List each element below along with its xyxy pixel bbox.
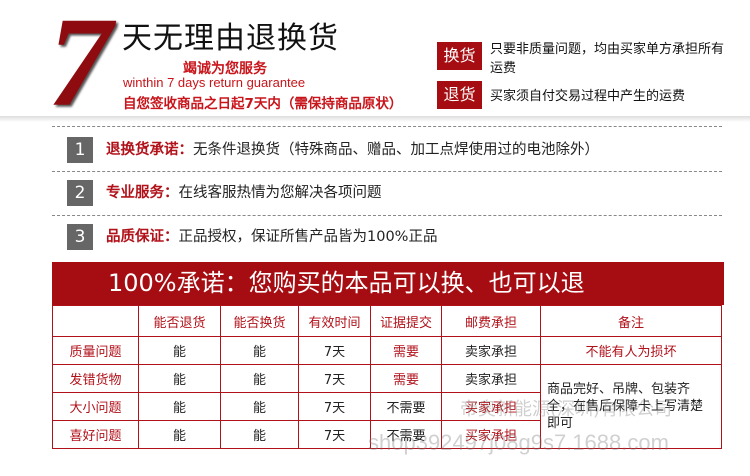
table-header-row: 能否退货 能否换货 有效时间 证据提交 邮费承担 备注 xyxy=(52,305,722,337)
cell: 能 xyxy=(220,392,299,421)
table-row: 喜好问题 能 能 7天 不需要 买家承担 xyxy=(52,420,722,449)
return-badge: 退货 xyxy=(437,81,482,109)
row-label: 大小问题 xyxy=(52,392,139,421)
list-item: 品质保证：正品授权，保证所售产品皆为100%正品 xyxy=(106,224,437,250)
item-number: 2 xyxy=(67,180,93,206)
table-row: 发错货物 能 能 7天 需要 卖家承担 商品完好、吊牌、包装齐全，在售后保障卡上… xyxy=(52,364,722,449)
exchange-badge: 换货 xyxy=(437,42,482,70)
cell: 买家承担 xyxy=(441,420,541,449)
cell: 能 xyxy=(220,336,299,365)
cell: 卖家承担 xyxy=(441,364,541,393)
row-label: 质量问题 xyxy=(52,336,139,365)
header-cell xyxy=(52,305,139,337)
cell: 不能有人为损坏 xyxy=(540,336,722,365)
condition-text: 自您签收商品之日起7天内（需保持商品原状） xyxy=(123,96,403,112)
cell: 7天 xyxy=(298,336,371,365)
header-cell: 证据提交 xyxy=(370,305,442,337)
watermark-company: 帝奥新能源(深圳)有限公司 xyxy=(460,399,673,420)
cell: 7天 xyxy=(298,420,371,449)
list-item: 退换货承诺：无条件退换货（特殊商品、赠品、加工点焊使用过的电池除外） xyxy=(106,137,599,163)
seven-logo: 7 xyxy=(48,0,112,133)
row-label: 喜好问题 xyxy=(52,420,139,449)
item-label: 品质保证： xyxy=(106,229,179,245)
table-row: 大小问题 能 能 7天 不需要 买家承担 xyxy=(52,392,722,421)
cell: 7天 xyxy=(298,364,371,393)
item-label: 退换货承诺： xyxy=(106,142,193,158)
table-row: 质量问题 能 能 7天 需要 卖家承担 不能有人为损坏 xyxy=(52,336,722,365)
exchange-policy: 只要非质量问题，均由买家单方承担所有运费 xyxy=(490,42,725,76)
item-text: 正品授权，保证所售产品皆为100%正品 xyxy=(178,229,438,245)
slogan-en: winthin 7 days return guarantee xyxy=(123,75,306,90)
header-cell: 邮费承担 xyxy=(441,305,541,337)
slogan-cn: 竭诚为您服务 xyxy=(183,61,267,77)
cell: 能 xyxy=(220,364,299,393)
cell: 需要 xyxy=(370,336,442,365)
page-title: 天无理由退换货 xyxy=(122,21,339,56)
return-policy: 买家须自付交易过程中产生的运费 xyxy=(490,89,686,104)
cell: 不需要 xyxy=(370,420,442,449)
header-cell: 备注 xyxy=(540,305,722,337)
cell: 卖家承担 xyxy=(441,336,541,365)
cell: 能 xyxy=(138,392,221,421)
cell: 买家承担 xyxy=(441,392,541,421)
cell: 能 xyxy=(138,420,221,449)
header-cell: 能否退货 xyxy=(138,305,221,337)
cell: 能 xyxy=(138,364,221,393)
list-item: 专业服务：在线客服热情为您解决各项问题 xyxy=(106,180,382,206)
header-divider xyxy=(0,116,750,122)
item-number: 3 xyxy=(67,224,93,250)
row-label: 发错货物 xyxy=(52,364,139,393)
cell: 需要 xyxy=(370,364,442,393)
cell: 能 xyxy=(220,420,299,449)
return-policy-table: 能否退货 能否换货 有效时间 证据提交 邮费承担 备注 质量问题 能 能 7天 … xyxy=(52,305,722,449)
watermark-shop: shop392497j08g9s7.1688.com xyxy=(368,430,669,455)
divider xyxy=(52,126,722,127)
divider xyxy=(52,171,722,172)
item-number: 1 xyxy=(67,137,93,163)
header-cell: 有效时间 xyxy=(298,305,371,337)
divider xyxy=(52,215,722,216)
merged-note: 商品完好、吊牌、包装齐全，在售后保障卡上写清楚即可 xyxy=(540,364,722,449)
item-label: 专业服务： xyxy=(106,185,179,201)
item-text: 在线客服热情为您解决各项问题 xyxy=(178,185,382,201)
item-text: 无条件退换货（特殊商品、赠品、加工点焊使用过的电池除外） xyxy=(193,142,599,158)
cell: 能 xyxy=(138,336,221,365)
cell: 不需要 xyxy=(370,392,442,421)
header-cell: 能否换货 xyxy=(220,305,299,337)
promise-banner: 100%承诺：您购买的本品可以换、也可以退 xyxy=(52,262,724,305)
cell: 7天 xyxy=(298,392,371,421)
